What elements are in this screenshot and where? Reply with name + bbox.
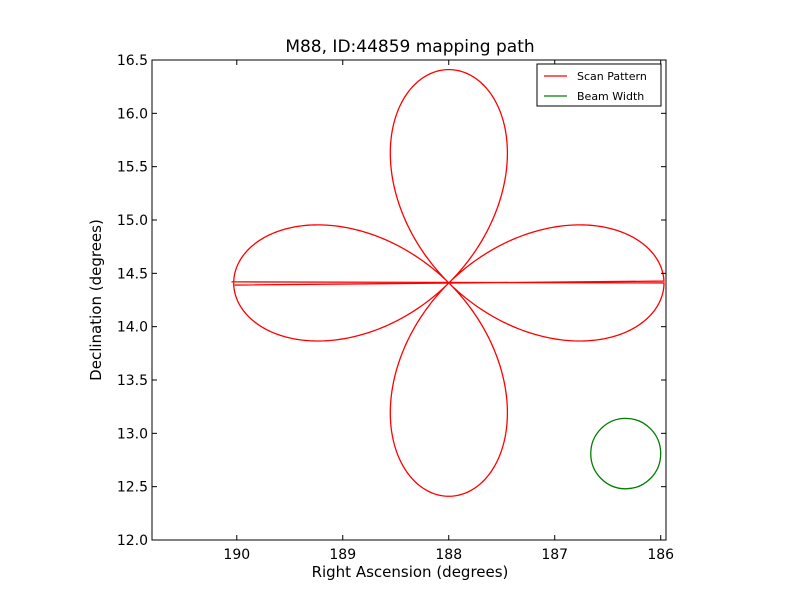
axes: 190 189 188 187 186 12.0 12.5 13.0 13.5 14.0 14.5 1…: [117, 53, 674, 563]
y-tick-label: 16.0: [117, 106, 148, 122]
y-axis-label: Declination (degrees): [87, 219, 105, 381]
y-tick-label: 15.0: [117, 213, 148, 229]
y-tick-label: 16.5: [117, 53, 148, 69]
y-tick-label: 12.5: [117, 480, 148, 496]
beam-width-circle: [590, 417, 662, 490]
legend-label: Scan Pattern: [577, 70, 647, 83]
y-tick-label: 13.0: [117, 426, 148, 442]
y-tick-label: 13.5: [117, 373, 148, 389]
y-tick-label: 14.5: [117, 266, 148, 282]
y-tick-label: 15.5: [117, 160, 148, 176]
plot-area: [231, 68, 665, 497]
x-tick-label: 190: [223, 547, 250, 563]
legend-box: [536, 63, 662, 107]
axes-frame: [151, 59, 667, 541]
scan-pattern-line: [231, 68, 665, 497]
legend: Scan Pattern Beam Width: [536, 63, 662, 107]
x-tick-label: 188: [435, 547, 462, 563]
y-tick-label: 12.0: [117, 533, 148, 549]
chart-title: M88, ID:44859 mapping path: [285, 37, 534, 57]
x-tick-label: 187: [541, 547, 568, 563]
y-tick-label: 14.0: [117, 320, 148, 336]
x-tick-label: 186: [647, 547, 674, 563]
legend-label: Beam Width: [577, 90, 644, 103]
x-tick-label: 189: [329, 547, 356, 563]
x-axis-label: Right Ascension (degrees): [312, 563, 509, 581]
